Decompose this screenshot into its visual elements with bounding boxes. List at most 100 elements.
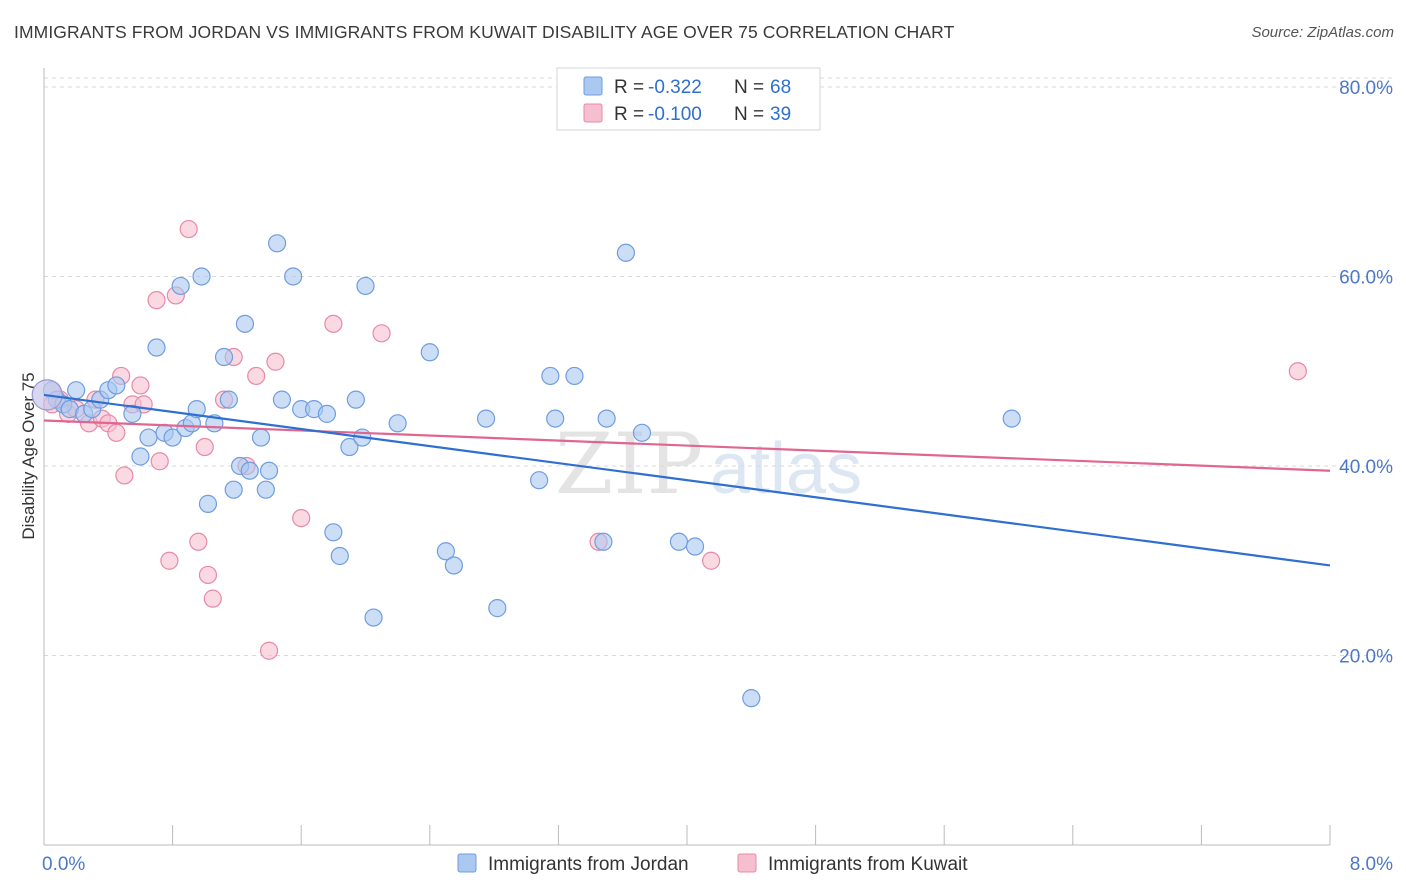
kuwait-point xyxy=(1288,362,1307,381)
kuwait-points xyxy=(42,219,1307,660)
kuwait-point xyxy=(247,366,266,386)
kuwait-point xyxy=(179,219,198,239)
x-axis-ticks xyxy=(43,825,1331,845)
legend-n-label-kuwait: N = xyxy=(734,104,764,125)
kuwait-point xyxy=(115,466,134,485)
jordan-point xyxy=(541,366,560,386)
y-axis-label: Disability Age Over 75 xyxy=(19,372,38,539)
jordan-point xyxy=(107,376,126,395)
jordan-point xyxy=(171,276,190,296)
kuwait-point xyxy=(107,423,126,442)
bottom-legend-label-jordan: Immigrants from Jordan xyxy=(488,854,689,875)
jordan-point xyxy=(346,390,365,409)
jordan-point xyxy=(420,343,439,362)
jordan-points xyxy=(31,234,1021,708)
jordan-point xyxy=(219,390,238,409)
jordan-point xyxy=(192,267,211,286)
kuwait-point xyxy=(198,565,218,585)
kuwait-point xyxy=(324,314,343,333)
legend-r-label-kuwait: R = xyxy=(614,104,644,125)
y-tick-label: 80.0% xyxy=(1339,78,1393,99)
jordan-point xyxy=(476,409,496,428)
bottom-legend-label-kuwait: Immigrants from Kuwait xyxy=(768,854,968,875)
legend-r-label-jordan: R = xyxy=(614,77,644,98)
kuwait-point xyxy=(259,641,279,660)
jordan-point xyxy=(444,556,464,575)
jordan-point xyxy=(198,494,218,513)
jordan-point xyxy=(272,390,292,409)
jordan-point xyxy=(632,423,652,442)
watermark-atlas: atlas xyxy=(710,429,862,509)
kuwait-point xyxy=(372,324,391,343)
jordan-point xyxy=(267,234,287,253)
legend-n-value-jordan: 68 xyxy=(770,77,791,98)
jordan-point xyxy=(330,546,349,566)
bottom-legend-swatch-jordan xyxy=(457,853,477,873)
kuwait-point xyxy=(195,437,214,457)
jordan-point xyxy=(259,461,279,480)
jordan-point xyxy=(324,523,343,542)
jordan-trend-line xyxy=(43,393,1331,567)
kuwait-point xyxy=(203,589,222,608)
jordan-point xyxy=(139,428,158,447)
jordan-point xyxy=(436,542,455,561)
legend-r-value-kuwait: -0.100 xyxy=(648,104,702,125)
legend-n-value-kuwait: 39 xyxy=(770,104,791,125)
jordan-point xyxy=(594,532,613,551)
trend-lines xyxy=(43,393,1331,567)
jordan-point xyxy=(317,404,337,423)
jordan-point xyxy=(235,314,255,333)
jordan-point xyxy=(742,689,761,708)
legend-swatch-jordan xyxy=(583,76,603,96)
jordan-point xyxy=(147,338,166,357)
jordan-point xyxy=(340,437,359,457)
jordan-point xyxy=(597,409,616,428)
jordan-point xyxy=(131,447,150,466)
jordan-point xyxy=(488,599,507,618)
jordan-point xyxy=(530,471,549,490)
gridlines xyxy=(44,77,1392,656)
y-tick-label: 20.0% xyxy=(1339,646,1393,667)
watermark-zip: ZIP xyxy=(555,415,703,513)
y-tick-label: 40.0% xyxy=(1339,457,1393,478)
jordan-point xyxy=(685,537,705,556)
kuwait-point xyxy=(292,508,311,528)
chart-title: IMMIGRANTS FROM JORDAN VS IMMIGRANTS FRO… xyxy=(14,22,955,42)
kuwait-point xyxy=(150,452,169,471)
kuwait-point xyxy=(160,551,179,570)
kuwait-point xyxy=(702,551,721,570)
jordan-point xyxy=(669,532,689,551)
jordan-point xyxy=(356,276,375,296)
jordan-point xyxy=(546,409,565,428)
bottom-legend-swatch-kuwait xyxy=(737,853,757,873)
kuwait-point xyxy=(189,532,208,551)
jordan-point xyxy=(123,404,142,423)
watermark: ZIP atlas xyxy=(555,415,862,513)
jordan-point xyxy=(284,267,303,286)
jordan-point xyxy=(214,347,234,367)
kuwait-trend-line xyxy=(43,419,1331,472)
jordan-point xyxy=(616,243,636,262)
kuwait-point xyxy=(266,352,285,371)
jordan-point xyxy=(163,428,182,447)
x-tick-label-max: 8.0% xyxy=(1350,854,1393,875)
jordan-point xyxy=(1002,409,1021,428)
jordan-point xyxy=(565,366,584,386)
series-legend: Immigrants from Jordan Immigrants from K… xyxy=(457,853,968,875)
y-tick-label: 60.0% xyxy=(1339,267,1393,288)
jordan-point xyxy=(224,480,243,499)
kuwait-point xyxy=(147,291,166,310)
kuwait-point xyxy=(131,376,150,395)
legend-n-label-jordan: N = xyxy=(734,77,764,98)
jordan-point xyxy=(187,400,206,419)
x-tick-label-min: 0.0% xyxy=(42,854,85,875)
jordan-point xyxy=(240,461,259,480)
legend-r-value-jordan: -0.322 xyxy=(648,77,702,98)
jordan-point xyxy=(251,428,271,447)
jordan-point xyxy=(364,608,383,627)
y-axis-tick-labels: 20.0% 40.0% 60.0% 80.0% xyxy=(1339,78,1393,668)
stats-legend: R = -0.322 N = 68 R = -0.100 N = 39 xyxy=(556,67,821,131)
jordan-point xyxy=(256,480,275,499)
source-credit: Source: ZipAtlas.com xyxy=(1251,24,1394,41)
